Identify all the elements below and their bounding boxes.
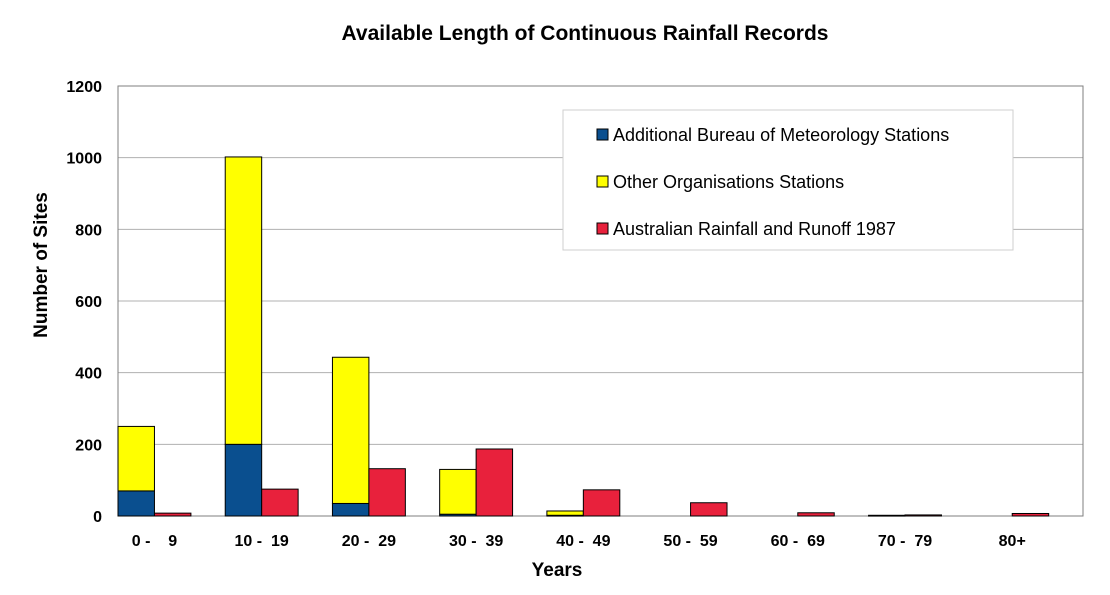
bar-bureau xyxy=(117,490,155,517)
legend-box xyxy=(562,109,1014,251)
x-tick-label: 40 - 49 xyxy=(556,533,610,550)
bars xyxy=(117,156,1050,517)
bar-arr-1987 xyxy=(153,512,192,517)
x-tick-label: 0 - 9 xyxy=(132,533,177,550)
y-tick-label: 200 xyxy=(75,437,102,454)
y-tick-label: 800 xyxy=(75,222,102,239)
legend-label: Australian Rainfall and Runoff 1987 xyxy=(613,219,896,239)
bar-arr-1987 xyxy=(904,514,942,517)
x-axis-title: Years xyxy=(532,560,583,581)
x-tick-label: 30 - 39 xyxy=(449,533,503,550)
bar-arr-1987 xyxy=(797,512,835,517)
x-tick-label: 10 - 19 xyxy=(235,533,289,550)
bar-other-organisations xyxy=(224,156,263,445)
bar-arr-1987 xyxy=(582,489,621,517)
bar-other-organisations xyxy=(439,468,477,515)
legend-swatch xyxy=(596,128,609,141)
legend-swatch xyxy=(596,222,609,235)
legend-label: Other Organisations Stations xyxy=(613,172,844,192)
x-tick-label: 50 - 59 xyxy=(663,533,717,550)
bar-bureau xyxy=(331,502,370,517)
bar-other-organisations xyxy=(117,425,155,492)
x-tick-label: 70 - 79 xyxy=(878,533,932,550)
y-tick-label: 600 xyxy=(75,294,102,311)
y-tick-label: 1200 xyxy=(66,79,102,96)
y-tick-label: 400 xyxy=(75,366,102,383)
bar-arr-1987 xyxy=(475,448,514,517)
x-tick-label: 80+ xyxy=(999,533,1026,550)
legend-swatch xyxy=(596,175,609,188)
legend-label: Additional Bureau of Meteorology Station… xyxy=(613,125,949,145)
x-tick-label: 20 - 29 xyxy=(342,533,396,550)
bar-arr-1987 xyxy=(1011,512,1050,517)
x-tick-labels: 0 - 9 10 - 19 20 - 29 30 - 39 40 - 49 50 - 59… xyxy=(132,533,1026,550)
x-tick-label: 60 - 69 xyxy=(771,533,825,550)
y-tick-label: 1000 xyxy=(66,151,102,168)
y-tick-labels: 0 200 400 600 800 1000 1200 xyxy=(66,79,102,526)
bar-arr-1987 xyxy=(368,468,406,517)
bar-bureau xyxy=(224,443,263,517)
bar-arr-1987 xyxy=(261,488,299,517)
y-axis-title: Number of Sites xyxy=(31,192,52,338)
bar-other-organisations xyxy=(331,356,370,504)
y-tick-label: 0 xyxy=(93,509,102,526)
chart-title: Available Length of Continuous Rainfall … xyxy=(342,22,829,45)
legend: Additional Bureau of Meteorology Station… xyxy=(562,109,1014,251)
bar-other-organisations xyxy=(868,514,906,517)
bar-other-organisations xyxy=(546,510,584,516)
bar-arr-1987 xyxy=(690,502,728,517)
